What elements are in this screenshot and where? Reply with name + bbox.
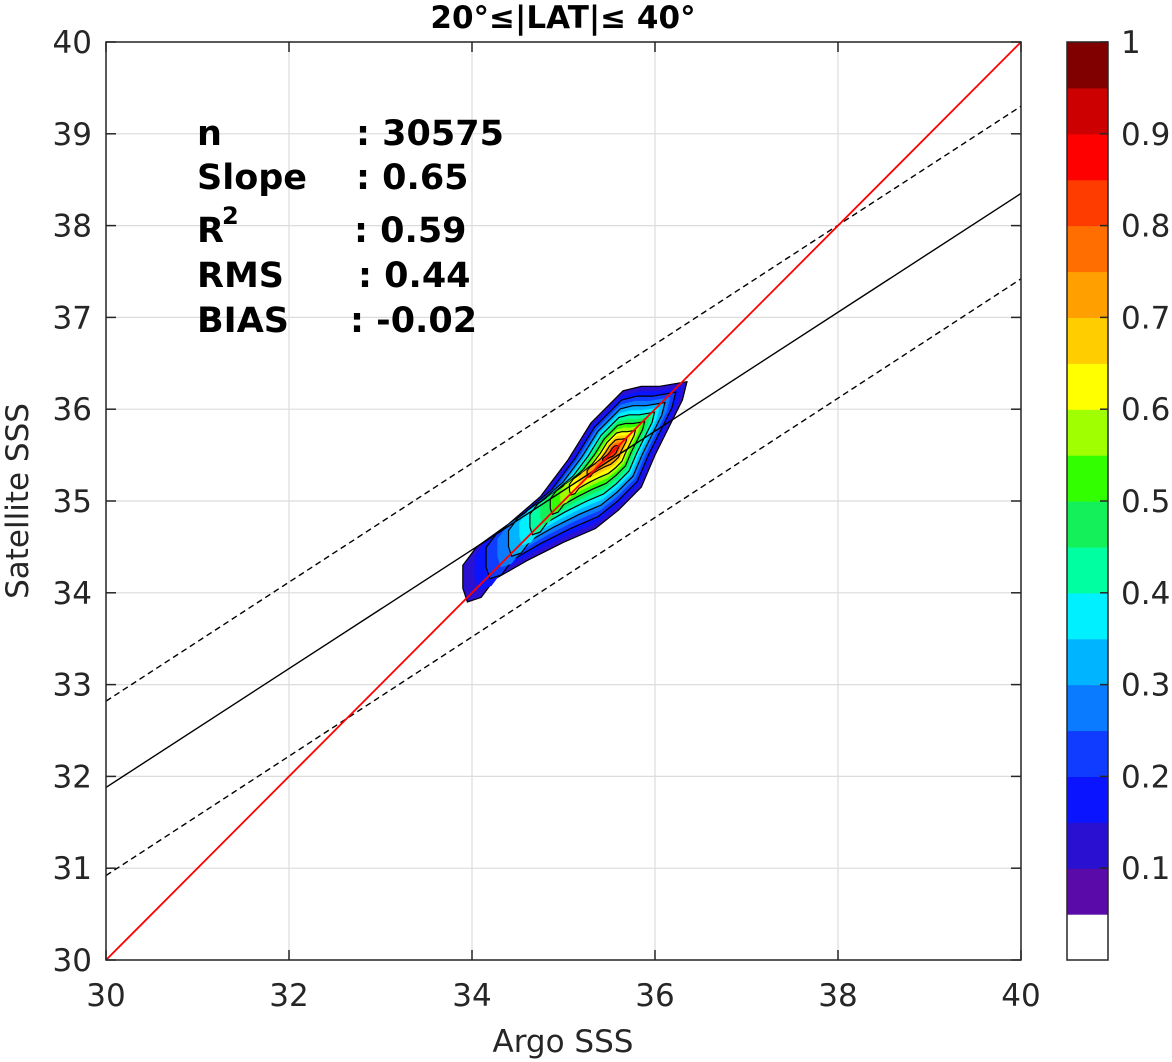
stat-r2-sup: 2 [222, 202, 239, 230]
stat-slope-value: : 0.65 [356, 158, 469, 198]
colorbar-segment [1067, 271, 1108, 318]
colorbar-segment [1067, 822, 1108, 869]
fit-line [105, 192, 1022, 789]
colorbar-tick-label: 0.6 [1121, 392, 1170, 428]
colorbar-segment [1067, 638, 1108, 686]
colorbar-tick-label: 0.8 [1121, 209, 1170, 245]
colorbar-tick-label: 0.9 [1121, 117, 1170, 153]
colorbar-tick-label: 0.4 [1121, 576, 1170, 612]
x-ticks: 30 32 34 36 38 40 [86, 42, 1041, 1014]
stat-slope-label: Slope [197, 158, 307, 198]
y-tick-label: 31 [53, 851, 92, 887]
stat-rms-value: : 0.44 [358, 256, 471, 296]
stats-box: n : 30575 Slope : 0.65 R 2 : 0.59 RMS : … [197, 114, 504, 341]
y-tick-label: 32 [53, 759, 92, 795]
x-tick-label: 34 [452, 978, 491, 1014]
colorbar-segment [1067, 592, 1108, 640]
colorbar-tick-label: 0.2 [1121, 759, 1170, 795]
y-tick-label: 34 [53, 576, 92, 612]
colorbar-segment [1067, 363, 1108, 410]
x-axis-label: Argo SSS [493, 1024, 634, 1060]
x-tick-label: 40 [1001, 978, 1040, 1014]
reference-lines [105, 41, 1022, 961]
chart-title: 20°≤|LAT|≤ 40° [430, 0, 695, 36]
y-axis-label: Satellite SSS [0, 403, 36, 599]
colorbar-tick-label: 0.5 [1121, 484, 1170, 520]
y-tick-label: 30 [53, 943, 92, 979]
colorbar-ticks: 0.1 0.2 0.3 0.4 0.5 0.6 0.7 0.8 0.9 1 [1100, 25, 1170, 887]
colorbar-segment [1067, 317, 1108, 364]
colorbar-segment [1067, 730, 1108, 777]
colorbar-segment [1067, 225, 1108, 273]
colorbar-tick-label: 0.7 [1121, 300, 1170, 336]
colorbar-segment [1067, 868, 1108, 915]
colorbar-segment [1067, 42, 1108, 89]
y-tick-label: 37 [53, 300, 92, 336]
lower-bound-line [105, 278, 1022, 877]
identity-line [105, 41, 1022, 961]
colorbar-segment [1067, 133, 1108, 181]
y-ticks: 30 31 32 33 34 35 36 37 38 39 40 [53, 25, 1021, 979]
stat-r2-value: : 0.59 [354, 211, 467, 251]
colorbar-segment [1067, 684, 1108, 732]
colorbar-segment [1067, 455, 1108, 502]
colorbar-segment [1067, 409, 1108, 456]
stat-bias-value: : -0.02 [350, 301, 477, 341]
y-tick-label: 39 [53, 117, 92, 153]
colorbar-segment [1067, 776, 1108, 823]
x-tick-label: 38 [818, 978, 857, 1014]
stat-bias-label: BIAS [197, 301, 289, 341]
x-tick-label: 32 [269, 978, 308, 1014]
colorbar [1066, 41, 1109, 961]
colorbar-segment [1067, 914, 1108, 961]
colorbar-tick-label: 0.1 [1121, 851, 1170, 887]
x-tick-label: 30 [86, 978, 125, 1014]
colorbar-tick-label: 0.3 [1121, 668, 1170, 704]
x-tick-label: 36 [635, 978, 674, 1014]
colorbar-segment [1067, 179, 1108, 227]
y-tick-label: 33 [53, 668, 92, 704]
colorbar-segment [1067, 501, 1108, 548]
upper-bound-line [105, 105, 1022, 702]
y-tick-label: 36 [53, 392, 92, 428]
colorbar-segment [1067, 546, 1108, 594]
stat-n-label: n [197, 114, 222, 154]
y-tick-label: 38 [53, 209, 92, 245]
y-tick-label: 40 [53, 25, 92, 61]
colorbar-tick-label: 1 [1121, 25, 1141, 61]
y-tick-label: 35 [53, 484, 92, 520]
stat-n-value: : 30575 [356, 114, 504, 154]
stat-r2-label: R [197, 211, 224, 251]
colorbar-segment [1067, 87, 1108, 135]
stat-rms-label: RMS [197, 256, 284, 296]
